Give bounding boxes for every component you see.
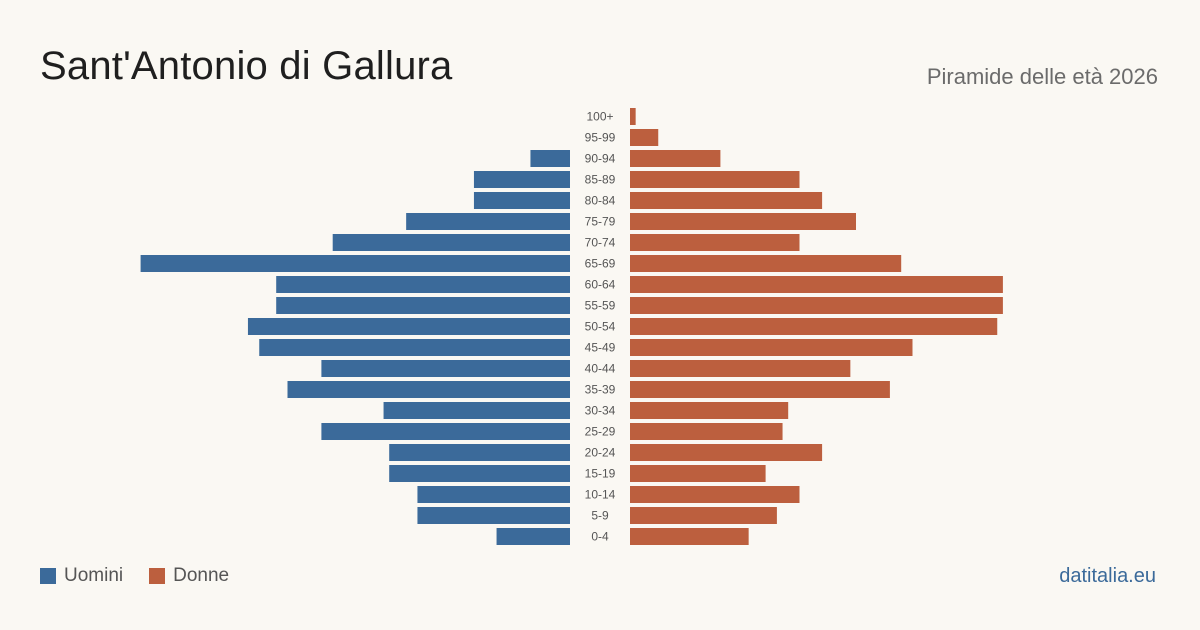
bar-female-35-39: [630, 381, 890, 398]
bar-male-30-34: [383, 402, 570, 419]
bar-female-30-34: [630, 402, 789, 419]
age-label-0-4: 0-4: [591, 530, 609, 544]
bar-female-15-19: [630, 465, 766, 482]
bar-female-90-94: [630, 150, 721, 167]
bar-male-20-24: [389, 444, 570, 461]
bar-male-60-64: [276, 276, 570, 293]
age-label-20-24: 20-24: [585, 446, 616, 460]
legend-item-female: Donne: [149, 565, 229, 587]
bar-male-5-9: [417, 507, 570, 524]
legend: Uomini Donne: [40, 565, 255, 587]
bar-male-50-54: [247, 318, 570, 335]
brand-link[interactable]: datitalia.eu: [1059, 565, 1156, 587]
age-label-65-69: 65-69: [585, 257, 616, 271]
bar-female-50-54: [630, 318, 998, 335]
legend-label-male: Uomini: [64, 565, 124, 586]
bar-male-35-39: [287, 381, 570, 398]
bar-male-70-74: [332, 234, 570, 251]
age-label-25-29: 25-29: [585, 425, 616, 439]
bar-female-100+: [630, 108, 636, 125]
bar-male-0-4: [496, 528, 570, 545]
bar-female-65-69: [630, 255, 902, 272]
bar-female-45-49: [630, 339, 913, 356]
age-label-55-59: 55-59: [585, 299, 616, 313]
bar-female-40-44: [630, 360, 851, 377]
bar-male-90-94: [530, 150, 570, 167]
legend-item-male: Uomini: [40, 565, 123, 587]
chart-subtitle: Piramide delle età 2026: [926, 64, 1158, 89]
age-label-35-39: 35-39: [585, 383, 616, 397]
legend-swatch-female: [149, 568, 166, 584]
age-label-85-89: 85-89: [585, 173, 616, 187]
bar-female-95-99: [630, 129, 659, 146]
age-label-15-19: 15-19: [585, 467, 616, 481]
bar-male-85-89: [473, 171, 570, 188]
bar-female-80-84: [630, 192, 823, 209]
age-label-100+: 100+: [586, 110, 613, 124]
legend-label-female: Donne: [173, 565, 230, 586]
bar-male-40-44: [321, 360, 570, 377]
bar-male-65-69: [140, 255, 570, 272]
age-label-45-49: 45-49: [585, 341, 616, 355]
bar-female-70-74: [630, 234, 800, 251]
bar-female-55-59: [630, 297, 1003, 314]
bar-male-75-79: [406, 213, 570, 230]
legend-swatch-male: [40, 568, 56, 584]
bar-male-45-49: [259, 339, 570, 356]
page-title: Sant'Antonio di Gallura: [40, 44, 453, 88]
age-label-5-9: 5-9: [591, 509, 609, 523]
bar-male-10-14: [417, 486, 570, 503]
bar-female-5-9: [630, 507, 777, 524]
bar-female-75-79: [630, 213, 856, 230]
age-label-95-99: 95-99: [585, 131, 616, 145]
age-label-40-44: 40-44: [585, 362, 616, 376]
bar-female-25-29: [630, 423, 783, 440]
age-label-75-79: 75-79: [585, 215, 616, 229]
age-label-50-54: 50-54: [585, 320, 616, 334]
bar-female-0-4: [630, 528, 749, 545]
bar-male-80-84: [473, 192, 570, 209]
bar-female-10-14: [630, 486, 800, 503]
age-label-90-94: 90-94: [585, 152, 616, 166]
age-label-80-84: 80-84: [585, 194, 616, 208]
bar-female-60-64: [630, 276, 1003, 293]
age-label-70-74: 70-74: [585, 236, 616, 250]
bar-male-25-29: [321, 423, 570, 440]
bar-male-55-59: [276, 297, 570, 314]
bar-male-15-19: [389, 465, 570, 482]
bar-female-20-24: [630, 444, 823, 461]
bar-female-85-89: [630, 171, 800, 188]
age-label-10-14: 10-14: [585, 488, 616, 502]
age-label-30-34: 30-34: [585, 404, 616, 418]
age-label-60-64: 60-64: [585, 278, 616, 292]
